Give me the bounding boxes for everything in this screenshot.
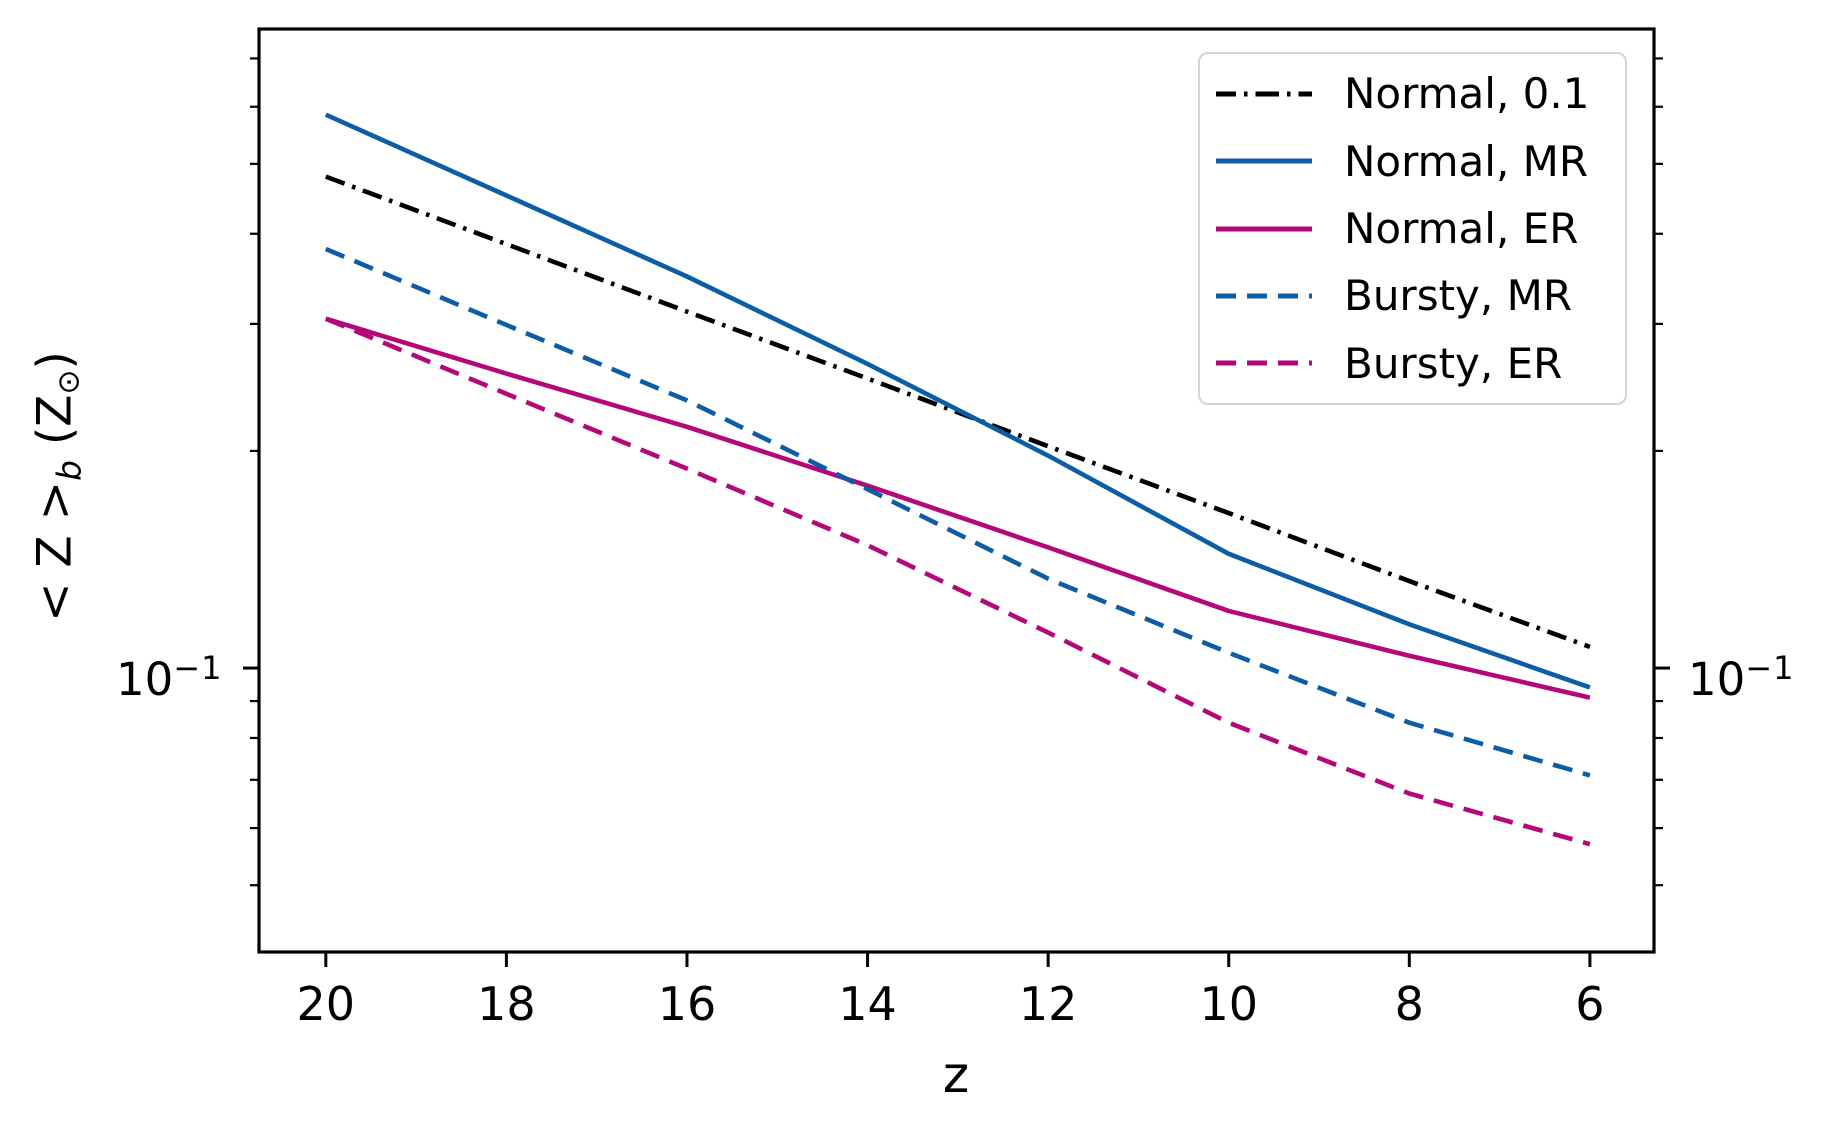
legend-line-icon-solid-blue xyxy=(1216,158,1312,164)
legend-line-icon-dashed-blue xyxy=(1216,293,1312,299)
x-tick-label: 8 xyxy=(1395,977,1424,1031)
legend-item: Bursty, ER xyxy=(1200,330,1625,397)
legend-line-icon-dashed-magenta xyxy=(1216,360,1312,366)
legend: Normal, 0.1 Normal, MR Normal, ER Bursty… xyxy=(1198,52,1627,405)
legend-line-icon-dashdot xyxy=(1216,91,1312,97)
y-axis-label-subscript: b xyxy=(49,460,89,482)
legend-item: Normal, ER xyxy=(1200,195,1625,262)
x-tick-label: 16 xyxy=(658,977,717,1031)
y-tick-base: 10 xyxy=(116,653,174,706)
sun-symbol: ⊙ xyxy=(51,369,87,395)
y-tick-exponent: −1 xyxy=(1745,649,1795,687)
axes-frame xyxy=(257,27,1656,954)
x-axis-label: z xyxy=(943,1046,969,1104)
legend-item: Normal, MR xyxy=(1200,127,1625,194)
x-tick-label: 18 xyxy=(477,977,536,1031)
y-axis-label: < Z >b (Z⊙) xyxy=(28,37,89,937)
curves xyxy=(324,112,1591,847)
x-ticks xyxy=(324,952,1592,967)
legend-label: Normal, 0.1 xyxy=(1344,69,1590,119)
y-axis-label-main: < Z > xyxy=(27,481,83,622)
x-tick-label: 6 xyxy=(1575,977,1604,1031)
y-tick-exponent: −1 xyxy=(173,649,223,687)
legend-label: Normal, MR xyxy=(1344,136,1589,186)
legend-item: Bursty, MR xyxy=(1200,262,1625,329)
x-tick-label: 20 xyxy=(297,977,356,1031)
x-tick-labels: 20 18 16 14 12 10 8 6 xyxy=(297,977,1605,1031)
legend-line-icon-solid-magenta xyxy=(1216,226,1312,232)
series-line xyxy=(324,246,1591,778)
y-axis-label-unit-open: (Z xyxy=(27,394,83,461)
x-tick-label: 12 xyxy=(1019,977,1078,1031)
y-tick-label-right: 10−1 xyxy=(1688,642,1794,706)
x-tick-label: 10 xyxy=(1199,977,1258,1031)
series-line xyxy=(324,316,1591,847)
legend-label: Normal, ER xyxy=(1344,204,1579,254)
series-line xyxy=(325,316,1591,700)
legend-label: Bursty, ER xyxy=(1344,338,1563,388)
legend-item: Normal, 0.1 xyxy=(1200,60,1625,127)
series-line xyxy=(325,174,1591,650)
y-tick-base: 10 xyxy=(1688,653,1746,706)
y-tick-label-left: 10−1 xyxy=(116,642,222,706)
x-tick-label: 14 xyxy=(838,977,897,1031)
y-axis-label-unit-close: ) xyxy=(27,351,83,370)
series-line xyxy=(324,112,1591,690)
legend-label: Bursty, MR xyxy=(1344,271,1573,321)
